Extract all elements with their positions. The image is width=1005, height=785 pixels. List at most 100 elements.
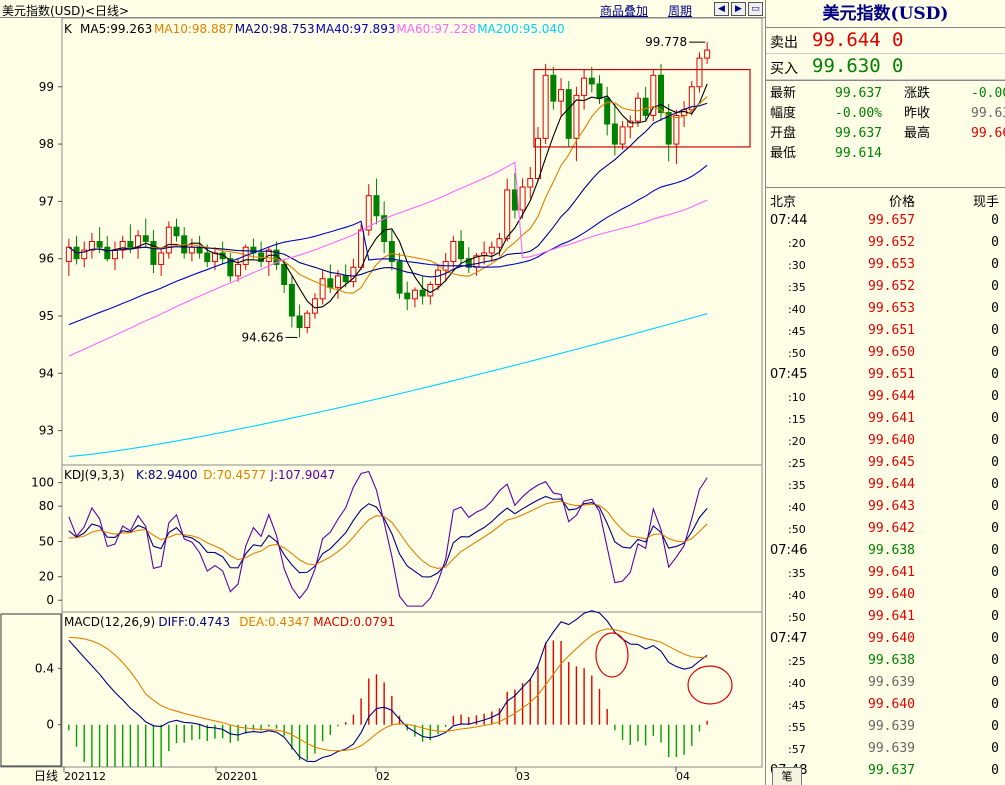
sell-row[interactable]: 卖出 99.644 0 (766, 28, 1005, 54)
tick-time: :50 (788, 611, 806, 624)
tick-price: 99.645 (868, 455, 915, 470)
tick-time: :50 (788, 347, 806, 360)
x-tick-label: 202201 (216, 770, 258, 783)
ma5-line (68, 83, 708, 309)
tick-row: :30 99.653 0 (766, 254, 1005, 276)
candle-body (627, 120, 634, 128)
tick-vol: 0 (991, 763, 999, 778)
tick-time: 07:46 (770, 543, 808, 558)
ma-legend: MA40:97.893 (316, 22, 396, 36)
candle-body (411, 289, 418, 300)
stat-label: 昨收 (904, 106, 931, 121)
kdj-d-line (68, 500, 708, 570)
candle-body (281, 263, 288, 285)
tick-time: :25 (788, 655, 806, 668)
y-tick-label: 98 (39, 137, 54, 151)
low-annotation: 94.626 (242, 330, 284, 344)
tick-price: 99.644 (868, 477, 915, 492)
x-tick-label: 03 (516, 770, 530, 783)
tick-row: :40 99.639 0 (766, 672, 1005, 694)
macd-legend: MACD:0.0791 (313, 615, 395, 629)
candle-body (188, 246, 195, 254)
stat-value: 99.637 (835, 126, 882, 141)
candle-body (450, 241, 457, 263)
tick-price: 99.642 (868, 521, 915, 536)
candle-body (373, 195, 380, 217)
sell-label: 卖出 (770, 35, 798, 51)
y-tick-label: 20 (39, 570, 54, 584)
candle-body (511, 189, 518, 211)
tick-vol: 0 (991, 565, 999, 580)
tick-price: 99.641 (868, 411, 915, 426)
candle-body (96, 241, 103, 248)
tick-price: 99.638 (868, 653, 915, 668)
ma-legend: MA60:97.228 (396, 22, 476, 36)
arrow-left-icon[interactable]: ◀ (714, 2, 729, 16)
candle-body (158, 252, 165, 265)
overlay-link[interactable]: 商品叠加 (600, 4, 649, 18)
candle-body (696, 57, 703, 88)
ma-legend: MA200:95.040 (477, 22, 565, 36)
arrow-right-icon[interactable]: ▶ (731, 2, 746, 16)
macd-cross-circle (687, 665, 733, 705)
tick-price: 99.641 (868, 609, 915, 624)
tick-price: 99.639 (868, 741, 915, 756)
tick-time: 07:44 (770, 213, 808, 228)
tick-vol: 0 (991, 675, 999, 690)
tick-price: 99.639 (868, 675, 915, 690)
macd-side-box (0, 613, 62, 767)
tick-row: :10 99.644 0 (766, 386, 1005, 408)
candle-body (488, 246, 495, 254)
ticks-tab[interactable]: 笔 (772, 767, 802, 785)
ticks-header-time: 北京 (770, 195, 797, 210)
ma-legend: MA5:99.263 (80, 22, 152, 36)
tick-time: :55 (788, 721, 806, 734)
y-tick-label: 93 (39, 424, 54, 438)
candle-body (504, 189, 511, 240)
tick-time: :45 (788, 325, 806, 338)
candle-body (288, 283, 295, 317)
tick-price: 99.641 (868, 565, 915, 580)
candle-body (81, 249, 88, 260)
y-tick-label: 97 (39, 194, 54, 208)
expand-icon[interactable]: ▭ (748, 2, 763, 16)
kdj-label: KDJ(9,3,3) (64, 468, 125, 482)
tick-row: :57 99.639 0 (766, 738, 1005, 760)
tick-row: :35 99.644 0 (766, 474, 1005, 496)
y-tick-label: 95 (39, 309, 54, 323)
candle-body (335, 275, 342, 288)
chart-area[interactable]: 99 98 97 96 95 94 93 100 80 50 20 0 0.4 0 K MA5:99.263 M… (0, 0, 765, 785)
candle-body (496, 238, 503, 248)
ticks-list[interactable]: 07:44 99.657 0:20 99.652 0:30 99.653 0:35 99.65… (766, 210, 1005, 782)
candle-body (550, 74, 557, 102)
tick-vol: 0 (991, 697, 999, 712)
stats-block: 最新 99.637 涨跌 -0.002 幅度 -0.00% 昨收 99.639 开盘 99.637… (766, 80, 1005, 188)
stat-label: 最低 (770, 146, 797, 161)
candle-body (542, 74, 549, 139)
tick-row: :20 99.640 0 (766, 430, 1005, 452)
tick-row: :50 99.642 0 (766, 518, 1005, 540)
tick-time: 07:45 (770, 367, 808, 382)
candle-body (342, 275, 349, 283)
tick-price: 99.640 (868, 697, 915, 712)
stat-value: -0.00% (835, 106, 882, 121)
candle-body (688, 86, 695, 111)
candle-body (481, 252, 488, 257)
kdj-legend: K:82.9400 (136, 468, 198, 482)
tick-price: 99.643 (868, 499, 915, 514)
tick-vol: 0 (991, 609, 999, 624)
tick-row: :35 99.641 0 (766, 562, 1005, 584)
candle-body (119, 241, 126, 251)
tick-price: 99.644 (868, 389, 915, 404)
candle-body (427, 283, 434, 297)
period-link[interactable]: 周期 (668, 4, 693, 18)
candle-body (650, 74, 657, 116)
candle-body (665, 112, 672, 145)
buy-row[interactable]: 买入 99.630 0 (766, 54, 1005, 80)
high-annotation: 99.778 (645, 35, 687, 49)
stat-label: 最新 (770, 86, 797, 101)
candle-body (319, 278, 326, 300)
stat-label: 开盘 (770, 126, 797, 141)
tick-time: :30 (788, 259, 806, 272)
